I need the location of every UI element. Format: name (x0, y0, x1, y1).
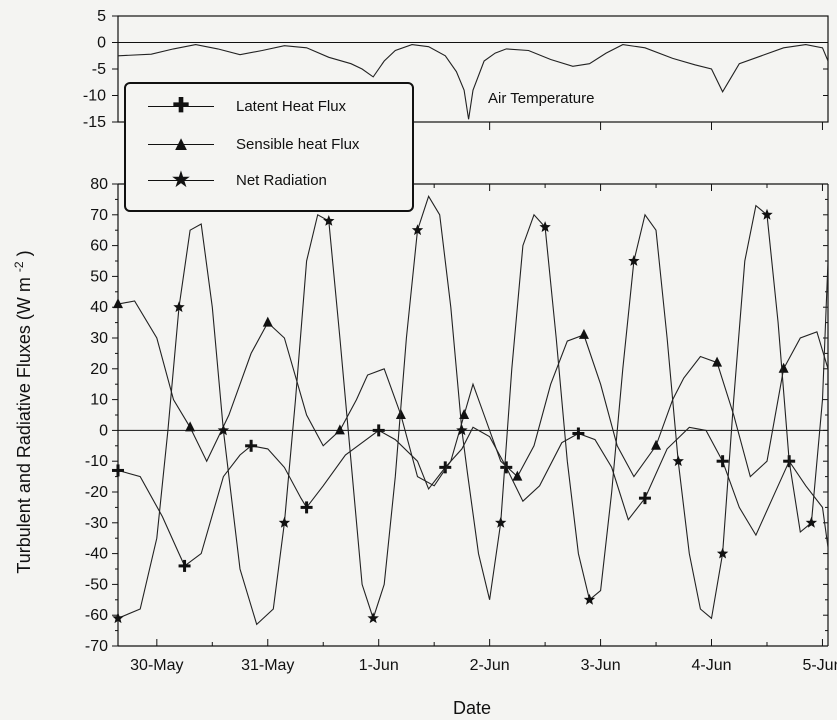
star-marker (278, 516, 291, 528)
y-tick-label: -30 (85, 515, 108, 532)
y-tick-label: 80 (90, 176, 108, 193)
y-tick-label: -20 (85, 484, 108, 501)
y-tick-label: -60 (85, 607, 108, 624)
triangle-marker (395, 409, 406, 419)
top-y-tick-label: -5 (92, 61, 106, 78)
triangle-marker (512, 470, 523, 481)
air-temperature-panel: 5 0 -5 -10 -15 (83, 8, 829, 131)
y-axis-label: Turbulent and Radiative Fluxes (W m -2 ) (12, 250, 34, 573)
star-marker (539, 221, 551, 232)
y-tick-label: 60 (90, 238, 108, 255)
y-tick-label: 70 (90, 207, 108, 224)
latent-heat-flux-line (117, 426, 829, 567)
triangle-marker-icon: ▲ (171, 133, 191, 155)
star-marker (805, 516, 818, 528)
x-tick-label: 30-May (130, 657, 183, 674)
star-marker (112, 612, 124, 624)
net-radiation-line (117, 193, 829, 626)
legend-line (148, 106, 214, 107)
top-y-tick-label: -15 (83, 114, 106, 131)
top-y-tick-label: -10 (83, 88, 106, 105)
legend-line (148, 144, 214, 145)
y-tick-label: -10 (85, 453, 108, 470)
y-axis-label-superscript: -2 (12, 261, 26, 272)
triangle-marker (578, 328, 589, 339)
legend-label-latent: Latent Heat Flux (236, 98, 347, 115)
plus-marker-icon: ✚ (172, 95, 190, 117)
star-marker (367, 612, 379, 624)
sensible-heat-flux-line (117, 300, 829, 492)
y-axis-label-text: Turbulent and Radiative Fluxes (W m (14, 272, 34, 573)
star-marker (456, 424, 468, 436)
x-axis-label: Date (453, 698, 491, 718)
triangle-marker (185, 421, 196, 432)
x-tick-label: 5-Jun (802, 657, 837, 674)
triangle-marker (113, 298, 123, 309)
y-tick-label: 10 (90, 392, 108, 409)
y-tick-label: 0 (99, 422, 108, 439)
star-marker (173, 301, 185, 313)
x-tick-label: 3-Jun (581, 657, 621, 674)
x-tick-label: 31-May (241, 657, 294, 674)
star-marker (716, 547, 729, 559)
legend-item-sensible: ▲ Sensible heat Flux (126, 132, 412, 158)
y-tick-label: -40 (85, 546, 108, 563)
legend-label-sensible: Sensible heat Flux (236, 136, 360, 153)
triangle-marker (262, 316, 273, 327)
star-marker-icon: ★ (172, 169, 190, 191)
triangle-marker (712, 356, 723, 367)
star-marker (672, 455, 684, 467)
top-y-tick-label: 0 (97, 35, 106, 52)
legend-line (148, 180, 214, 181)
air-temperature-label: Air Temperature (488, 90, 594, 107)
legend-item-latent: ✚ Latent Heat Flux (126, 94, 412, 120)
top-y-tick-label: 5 (97, 8, 106, 25)
x-tick-label: 1-Jun (359, 657, 399, 674)
legend: ✚ Latent Heat Flux ▲ Sensible heat Flux … (124, 82, 414, 212)
y-tick-label: 20 (90, 361, 108, 378)
y-tick-label: -70 (85, 638, 108, 655)
x-tick-label: 4-Jun (692, 657, 732, 674)
star-marker (495, 516, 507, 528)
star-marker (628, 255, 640, 266)
y-tick-label: 30 (90, 330, 108, 347)
y-tick-label: 50 (90, 268, 108, 285)
triangle-marker (459, 409, 470, 419)
legend-item-net-radiation: ★ Net Radiation (126, 168, 412, 194)
triangle-marker (334, 424, 345, 435)
star-marker (761, 208, 773, 220)
legend-label-net-radiation: Net Radiation (236, 172, 327, 189)
x-tick-label: 2-Jun (470, 657, 510, 674)
star-marker (323, 215, 335, 226)
y-axis-label-close: ) (14, 250, 34, 261)
triangle-marker (651, 439, 662, 450)
star-marker (217, 424, 230, 436)
y-tick-label: 40 (90, 299, 108, 316)
star-marker (411, 224, 424, 236)
flux-panel: 80 70 60 50 40 30 20 10 0 -10 -20 -30 -40 -50 -60 -70 30… (85, 122, 837, 674)
triangle-marker (778, 362, 789, 373)
air-temperature-line (117, 44, 829, 120)
y-tick-label: -50 (85, 576, 108, 593)
star-marker (583, 593, 596, 605)
